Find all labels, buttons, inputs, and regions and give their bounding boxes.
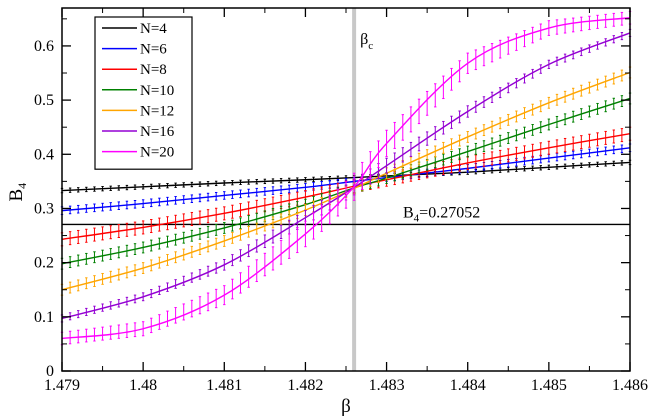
x-tick-label: 1.485 xyxy=(531,377,567,394)
series-layer xyxy=(60,10,632,346)
legend-label: N=4 xyxy=(140,21,167,37)
legend-label: N=20 xyxy=(140,145,174,161)
y-tick-label: 0.6 xyxy=(34,38,54,55)
b4-threshold-sub: 4 xyxy=(414,212,420,224)
y-tick-label: 0 xyxy=(46,363,54,380)
x-tick-label: 1.484 xyxy=(450,377,486,394)
b4-threshold-label: B4=0.27052 xyxy=(403,204,480,224)
legend-box xyxy=(94,16,193,170)
y-axis-title: B4 xyxy=(6,183,29,202)
legend: N=4 N=6 N=8 N=10 N=12 N=16 N=20 xyxy=(94,16,193,170)
x-tick-label: 1.481 xyxy=(206,377,242,394)
x-tick-label: 1.486 xyxy=(612,377,648,394)
x-tick-label: 1.48 xyxy=(129,377,157,394)
beta-c-main: β xyxy=(360,31,368,48)
legend-label: N=16 xyxy=(140,124,175,140)
legend-label: N=8 xyxy=(140,62,167,78)
series-n-20 xyxy=(60,10,632,346)
y-tick-label: 0.3 xyxy=(34,200,54,217)
legend-label: N=12 xyxy=(140,103,174,119)
beta-c-sub: c xyxy=(368,40,373,52)
legend-label: N=6 xyxy=(140,42,167,58)
x-tick-label: 1.482 xyxy=(287,377,323,394)
beta-c-label: βc xyxy=(360,31,373,52)
x-tick-label: 1.479 xyxy=(44,377,80,394)
x-axis-title: β xyxy=(341,396,351,417)
legend-label: N=10 xyxy=(140,83,174,99)
b4-threshold-main: B xyxy=(403,204,414,221)
y-tick-label: 0.1 xyxy=(34,309,54,326)
y-tick-label: 0.4 xyxy=(34,146,54,163)
y-tick-label: 0.2 xyxy=(34,255,54,272)
y-axis-title-main: B xyxy=(6,189,27,202)
b4-threshold-value: =0.27052 xyxy=(419,204,480,221)
y-tick-label: 0.5 xyxy=(34,92,54,109)
y-axis-title-sub: 4 xyxy=(15,183,29,189)
x-tick-label: 1.483 xyxy=(369,377,405,394)
axis-ticks: 1.479 1.48 1.481 1.482 1.483 1.484 1.485 1.486 0… xyxy=(34,8,648,394)
